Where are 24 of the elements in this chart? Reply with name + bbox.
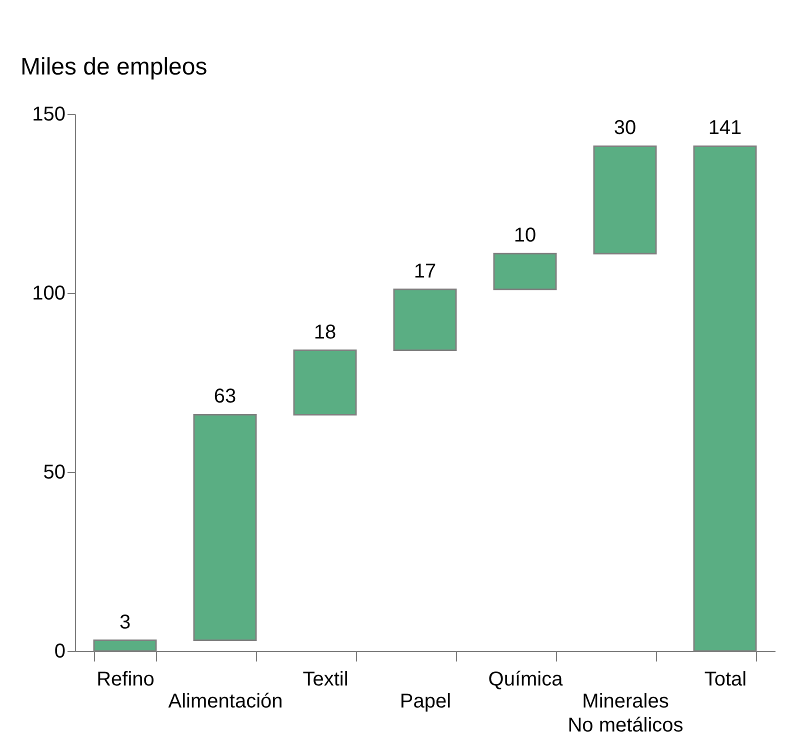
x-tick-label: Alimentación [168, 690, 283, 712]
y-tick-label: 100 [32, 282, 66, 304]
y-tick-label: 50 [43, 462, 66, 484]
data-label: 141 [708, 117, 742, 140]
bar [593, 145, 657, 254]
y-tick-label: 150 [32, 104, 66, 126]
x-tick-label: Textil [302, 668, 348, 690]
data-label: 3 [119, 611, 131, 634]
bar [293, 350, 357, 416]
x-tick-label: Química [488, 668, 564, 690]
data-label: 10 [514, 224, 536, 247]
x-tick-label: Refino [96, 668, 154, 690]
x-tick-label: Papel [400, 690, 452, 712]
y-tick-label: 0 [54, 640, 66, 662]
data-label: 30 [614, 117, 636, 140]
bar [493, 252, 557, 290]
bar [393, 288, 457, 352]
data-label: 17 [414, 260, 436, 282]
x-tick-label: Total [704, 668, 747, 690]
data-label: 63 [214, 386, 236, 408]
x-tick-label: Minerales No metálicos [568, 690, 684, 736]
data-label: 18 [314, 321, 336, 344]
bar [193, 414, 257, 642]
y-axis-title: Miles de empleos [20, 54, 208, 80]
